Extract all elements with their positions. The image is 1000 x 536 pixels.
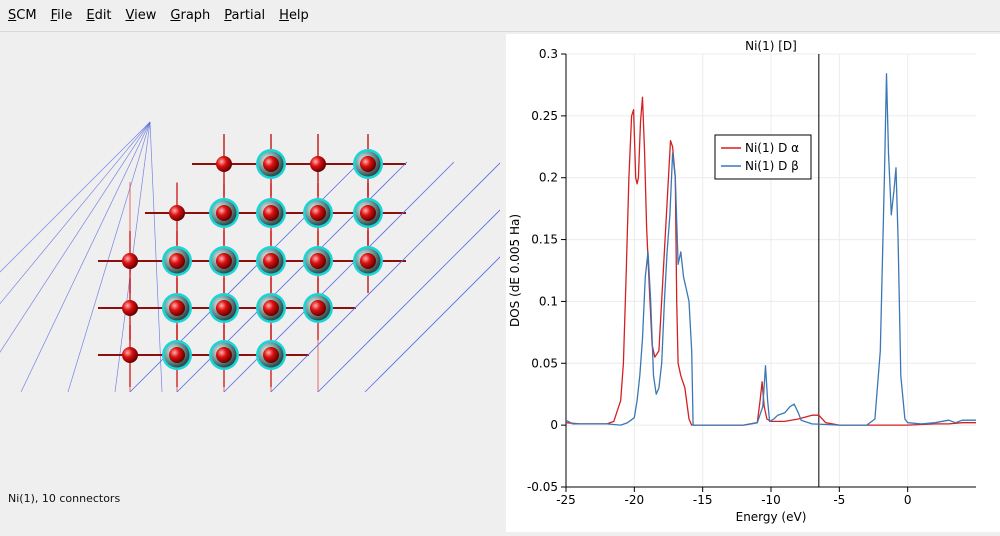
y-tick-label: 0.15 [531,233,558,247]
menu-mnemonic: E [86,8,95,23]
oxygen-atom [122,253,138,269]
oxygen-atom [263,156,279,172]
menu-help[interactable]: Help [271,0,315,31]
y-tick-label: -0.05 [527,480,558,494]
menu-edit[interactable]: Edit [78,0,117,31]
x-tick-label: -15 [693,493,713,507]
oxygen-atom [263,205,279,221]
menu-mnemonic: V [125,8,135,23]
menu-bar: SCM File Edit View Graph Partial Help [0,0,1000,32]
oxygen-atom [310,205,326,221]
oxygen-atom [360,205,376,221]
menu-graph[interactable]: Graph [162,0,216,31]
menu-mnemonic: G [170,8,181,23]
menu-label-rest: ile [57,8,73,23]
molecule-structure[interactable] [0,32,596,472]
oxygen-atom [310,300,326,316]
menu-label-rest: dit [94,8,112,23]
atoms [122,149,383,370]
molecule-viewer[interactable]: Ni(1), 10 connectors [0,32,596,532]
x-tick-label: 0 [904,493,912,507]
oxygen-atom [122,300,138,316]
oxygen-atom [216,300,232,316]
menu-label-rest: artial [231,8,266,23]
y-tick-label: 0.1 [539,294,558,308]
x-tick-label: -25 [556,493,576,507]
menu-mnemonic: S [8,8,17,23]
oxygen-atom [169,347,185,363]
oxygen-atom [263,300,279,316]
dos-chart: -25 -20 -15 -10 -5 0 -0.05 0 0.05 0.1 0.15 0.2 0.25 0… [508,39,976,524]
y-tick-label: 0.2 [539,171,558,185]
legend-label: Ni(1) D α [745,141,799,155]
oxygen-atom [216,347,232,363]
x-tick-label: -10 [761,493,781,507]
x-tick-label: -20 [625,493,645,507]
menu-label-rest: CM [16,8,37,23]
menu-mnemonic: H [279,8,289,23]
bond-grid [0,121,596,393]
legend-label: Ni(1) D β [745,159,799,173]
oxygen-atom [216,253,232,269]
menu-mnemonic: F [50,8,58,23]
oxygen-atom [216,205,232,221]
menu-view[interactable]: View [118,0,163,31]
oxygen-atom [216,156,232,172]
oxygen-atom [360,253,376,269]
menu-mnemonic: P [224,8,232,23]
y-tick-label: 0 [550,418,558,432]
status-text: Ni(1), 10 connectors [8,492,121,505]
x-axis-label: Energy (eV) [736,510,807,524]
y-tick-label: 0.25 [531,109,558,123]
menu-label-rest: raph [180,8,211,23]
oxygen-atom [310,156,326,172]
menu-file[interactable]: File [43,0,79,31]
oxygen-atom [169,253,185,269]
menu-label-rest: elp [288,8,309,23]
x-tick-label: -5 [833,493,845,507]
menu-label-rest: iew [134,8,157,23]
y-tick-label: 0.05 [531,356,558,370]
oxygen-atom [169,205,185,221]
oxygen-atom [360,156,376,172]
chart-title: Ni(1) [D] [745,39,797,53]
dos-plot-panel: -25 -20 -15 -10 -5 0 -0.05 0 0.05 0.1 0.15 0.2 0.25 0… [506,34,1000,532]
oxygen-atom [310,253,326,269]
chart-legend: Ni(1) D α Ni(1) D β [714,134,812,180]
y-axis-label: DOS (dE 0.005 Ha) [508,214,522,327]
oxygen-atom [263,347,279,363]
oxygen-atom [263,253,279,269]
oxygen-atom [122,347,138,363]
legend-box [714,134,812,180]
menu-scm[interactable]: SCM [0,0,43,31]
y-tick-label: 0.3 [539,47,558,61]
oxygen-atom [169,300,185,316]
menu-partial[interactable]: Partial [216,0,271,31]
series-line-beta [565,73,976,426]
